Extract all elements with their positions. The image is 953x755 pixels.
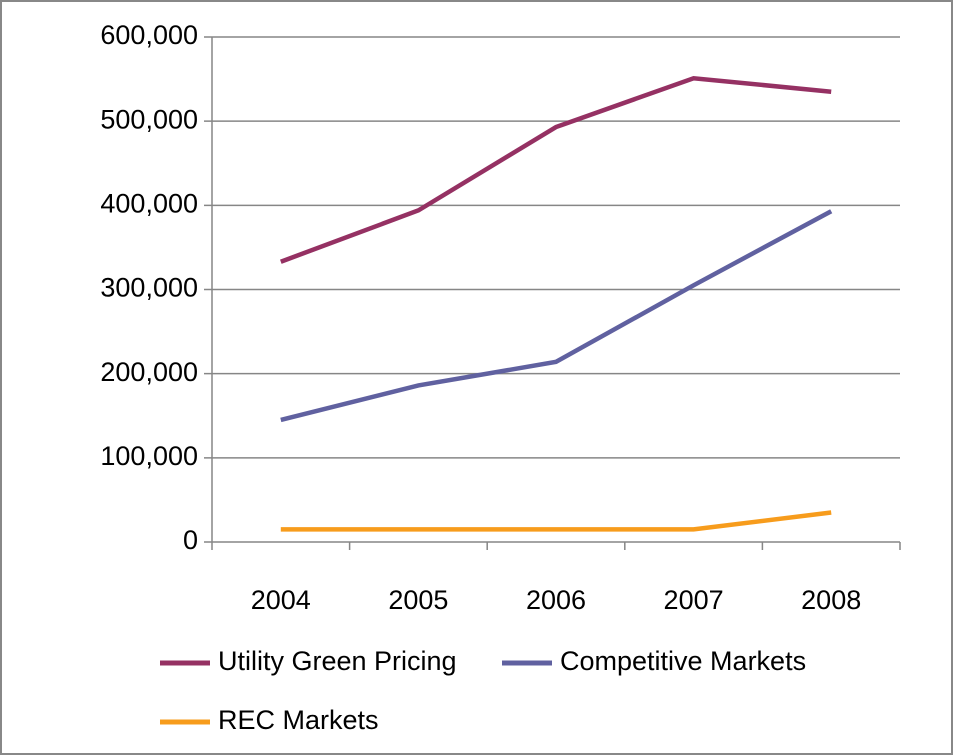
legend-label: Competitive Markets [560, 646, 806, 676]
y-tick-label: 0 [183, 525, 198, 555]
y-tick-label: 400,000 [100, 188, 198, 218]
y-tick-label: 100,000 [100, 441, 198, 471]
y-tick-label: 200,000 [100, 357, 198, 387]
line-series [280, 510, 832, 532]
y-tick-label: 500,000 [100, 104, 198, 134]
x-tick-label: 2007 [664, 585, 724, 615]
x-tick-label: 2008 [801, 585, 861, 615]
x-tick-label: 2004 [251, 585, 311, 615]
y-tick-label: 300,000 [100, 273, 198, 303]
legend-label: Utility Green Pricing [218, 646, 457, 676]
y-tick-label: 600,000 [100, 20, 198, 50]
x-tick-label: 2005 [388, 585, 448, 615]
line-series [280, 209, 833, 423]
x-tick-label: 2006 [526, 585, 586, 615]
legend-label: REC Markets [218, 705, 379, 735]
line-series [280, 75, 832, 264]
